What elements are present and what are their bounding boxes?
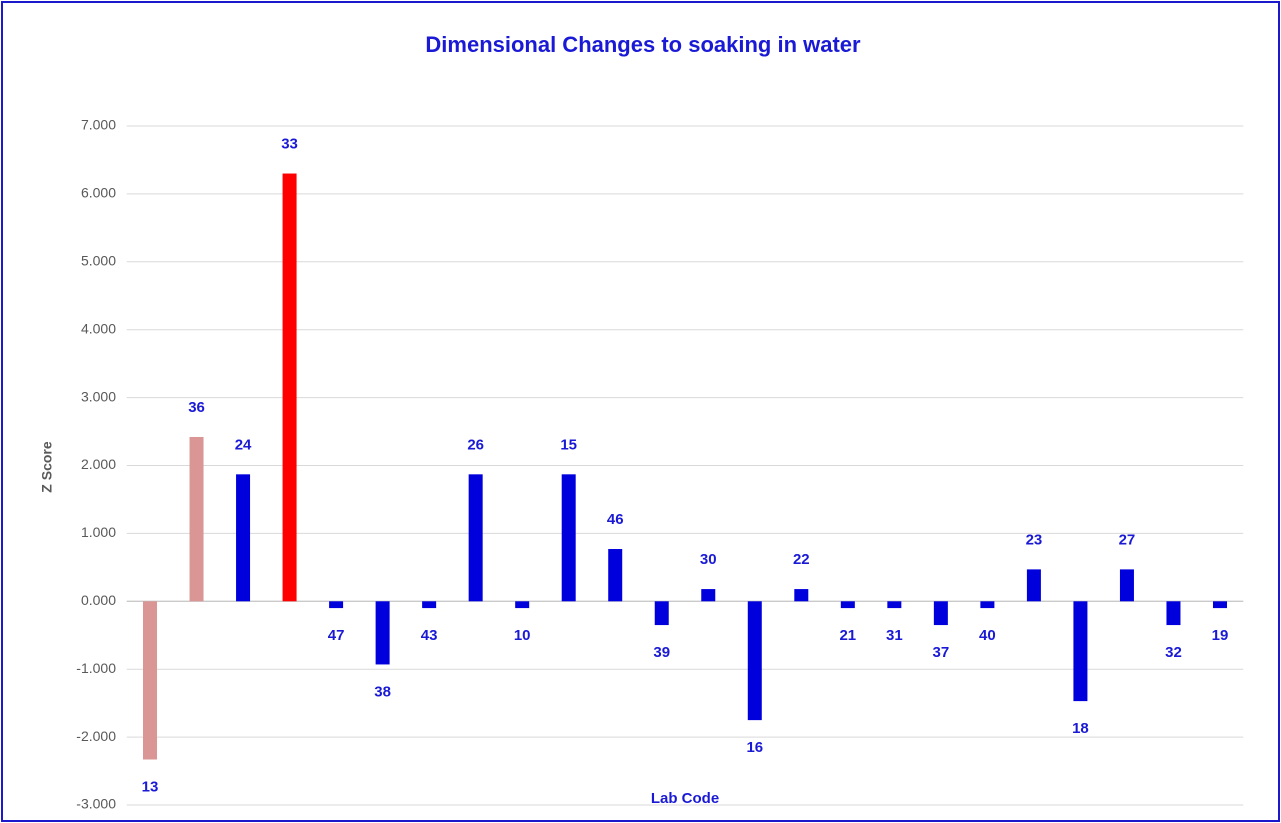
- bar: [980, 601, 995, 609]
- bar-label: 15: [560, 436, 577, 453]
- bar-label: 33: [281, 135, 298, 152]
- bar: [794, 589, 809, 602]
- bar-label: 26: [467, 436, 484, 453]
- bar: [329, 601, 344, 609]
- y-tick-label: -3.000: [76, 796, 116, 812]
- bar-label: 32: [1165, 644, 1182, 661]
- bar: [1073, 601, 1088, 702]
- bar-label: 43: [421, 627, 438, 644]
- y-tick-label: 7.000: [81, 117, 116, 133]
- bar-label: 27: [1119, 531, 1136, 548]
- bar: [747, 601, 762, 721]
- bar-label: 46: [607, 511, 624, 528]
- bar-label: 39: [653, 644, 670, 661]
- y-tick-label: -1.000: [76, 660, 116, 676]
- bar: [282, 173, 297, 602]
- y-tick-label: 3.000: [81, 388, 116, 404]
- bar: [933, 601, 948, 626]
- bar: [701, 589, 716, 602]
- bar-label: 47: [328, 627, 345, 644]
- bar-label: 31: [886, 627, 903, 644]
- bar-label: 22: [793, 551, 810, 568]
- bar: [468, 474, 483, 602]
- y-tick-label: 5.000: [81, 253, 116, 269]
- bar: [654, 601, 669, 626]
- bar-label: 21: [839, 627, 856, 644]
- bar-label: 19: [1212, 627, 1229, 644]
- bar: [422, 601, 437, 609]
- bar-label: 24: [235, 436, 252, 453]
- bar: [1026, 569, 1041, 602]
- bar: [1212, 601, 1227, 609]
- bar-label: 10: [514, 627, 531, 644]
- y-tick-label: 4.000: [81, 320, 116, 336]
- bar-label: 23: [1026, 531, 1043, 548]
- y-tick-label: 0.000: [81, 592, 116, 608]
- bar: [375, 601, 390, 665]
- bar: [515, 601, 530, 609]
- bar-label: 16: [746, 739, 763, 756]
- bar-label: 30: [700, 551, 717, 568]
- bar-label: 36: [188, 399, 205, 416]
- bar: [143, 601, 158, 760]
- chart-title: Dimensional Changes to soaking in water: [425, 32, 861, 57]
- bar: [887, 601, 902, 609]
- bar: [561, 474, 576, 602]
- bar: [236, 474, 251, 602]
- x-axis-title: Lab Code: [651, 790, 719, 807]
- bar: [840, 601, 855, 609]
- bar-label: 38: [374, 683, 391, 700]
- bar-label: 40: [979, 627, 996, 644]
- bar: [1166, 601, 1181, 626]
- y-axis-title: Z Score: [39, 441, 55, 493]
- bar-label: 18: [1072, 720, 1089, 737]
- y-tick-label: 2.000: [81, 456, 116, 472]
- bar: [1119, 569, 1134, 602]
- bar-label: 13: [142, 778, 159, 795]
- y-tick-label: 6.000: [81, 185, 116, 201]
- bar: [189, 436, 204, 602]
- y-tick-label: -2.000: [76, 728, 116, 744]
- y-tick-label: 1.000: [81, 524, 116, 540]
- bar: [608, 549, 623, 602]
- bar-label: 37: [933, 644, 950, 661]
